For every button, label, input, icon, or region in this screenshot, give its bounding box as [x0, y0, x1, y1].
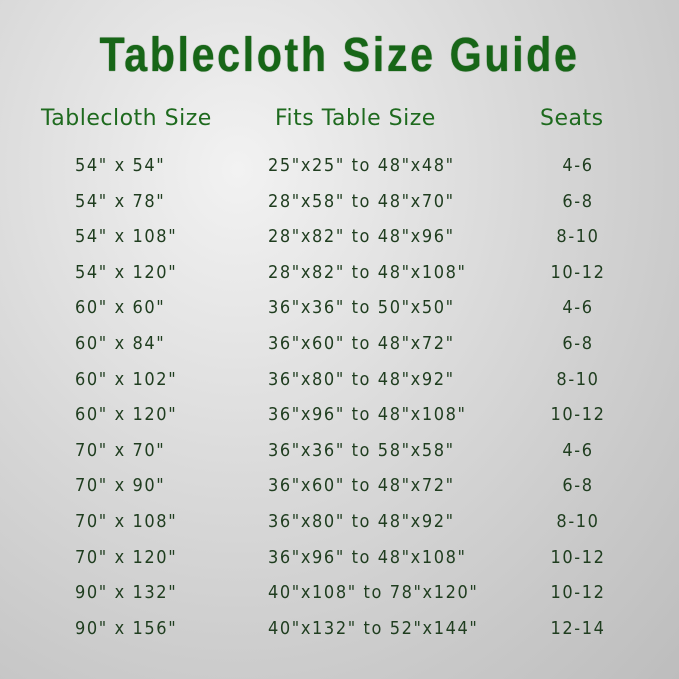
tablecloth-size-cell: 60" x 60": [75, 297, 166, 319]
table-row: 70" x 70" 36"x36" to 58"x58" 4-6: [0, 440, 679, 470]
tablecloth-size-cell: 90" x 132": [75, 582, 178, 604]
tablecloth-size-cell: 54" x 120": [75, 261, 178, 283]
tablecloth-size-cell: 70" x 120": [75, 546, 178, 568]
seats-cell: 6-8: [562, 475, 594, 497]
seats-cell: 4-6: [562, 297, 594, 319]
seats-cell: 6-8: [562, 190, 594, 212]
seats-cell: 6-8: [562, 333, 594, 354]
fits-table-size-cell: 36"x80" to 48"x92": [268, 368, 455, 390]
table-row: 54" x 54" 25"x25" to 48"x48" 4-6: [0, 155, 679, 185]
table-row: 70" x 90" 36"x60" to 48"x72" 6-8: [0, 475, 679, 505]
table-row: 70" x 120" 36"x96" to 48"x108" 10-12: [0, 547, 679, 577]
table-row: 90" x 156" 40"x132" to 52"x144" 12-14: [0, 618, 679, 648]
fits-table-size-cell: 28"x58" to 48"x70": [268, 190, 455, 212]
seats-cell: 10-12: [550, 546, 606, 568]
table-row: 90" x 132" 40"x108" to 78"x120" 10-12: [0, 582, 679, 612]
header-seats: Seats: [540, 106, 604, 131]
header-fits-table-size: Fits Table Size: [275, 106, 436, 131]
tablecloth-size-cell: 54" x 108": [75, 226, 178, 248]
fits-table-size-cell: 36"x96" to 48"x108": [268, 404, 467, 426]
tablecloth-size-cell: 60" x 84": [75, 333, 166, 354]
tablecloth-size-cell: 70" x 108": [75, 511, 178, 532]
fits-table-size-cell: 40"x108" to 78"x120": [268, 582, 479, 604]
tablecloth-size-cell: 54" x 78": [75, 190, 166, 212]
tablecloth-size-cell: 90" x 156": [75, 617, 178, 639]
fits-table-size-cell: 36"x60" to 48"x72": [268, 475, 455, 497]
table-row: 60" x 120" 36"x96" to 48"x108" 10-12: [0, 404, 679, 434]
fits-table-size-cell: 36"x36" to 50"x50": [268, 297, 455, 319]
seats-cell: 10-12: [550, 404, 606, 426]
tablecloth-size-cell: 70" x 90": [75, 475, 166, 497]
tablecloth-size-cell: 54" x 54": [75, 155, 166, 176]
tablecloth-size-cell: 60" x 120": [75, 404, 178, 426]
seats-cell: 10-12: [550, 582, 606, 604]
table-row: 70" x 108" 36"x80" to 48"x92" 8-10: [0, 511, 679, 541]
tablecloth-size-cell: 60" x 102": [75, 368, 178, 390]
table-row: 54" x 78" 28"x58" to 48"x70" 6-8: [0, 191, 679, 221]
fits-table-size-cell: 40"x132" to 52"x144": [268, 617, 479, 639]
fits-table-size-cell: 36"x96" to 48"x108": [268, 546, 467, 568]
seats-cell: 10-12: [550, 261, 606, 283]
seats-cell: 4-6: [562, 439, 594, 461]
table-row: 54" x 120" 28"x82" to 48"x108" 10-12: [0, 262, 679, 292]
seats-cell: 12-14: [550, 617, 606, 639]
fits-table-size-cell: 28"x82" to 48"x96": [268, 226, 455, 248]
table-row: 60" x 84" 36"x60" to 48"x72" 6-8: [0, 333, 679, 363]
fits-table-size-cell: 28"x82" to 48"x108": [268, 261, 467, 283]
seats-cell: 8-10: [556, 511, 600, 532]
seats-cell: 4-6: [562, 155, 594, 176]
fits-table-size-cell: 25"x25" to 48"x48": [268, 155, 455, 176]
table-row: 60" x 60" 36"x36" to 50"x50" 4-6: [0, 297, 679, 327]
seats-cell: 8-10: [556, 226, 600, 248]
fits-table-size-cell: 36"x36" to 58"x58": [268, 439, 455, 461]
header-tablecloth-size: Tablecloth Size: [41, 106, 212, 131]
fits-table-size-cell: 36"x60" to 48"x72": [268, 333, 455, 354]
page-title: Tablecloth Size Guide: [99, 29, 580, 82]
tablecloth-size-cell: 70" x 70": [75, 439, 166, 461]
seats-cell: 8-10: [556, 368, 600, 390]
table-row: 60" x 102" 36"x80" to 48"x92" 8-10: [0, 369, 679, 399]
table-row: 54" x 108" 28"x82" to 48"x96" 8-10: [0, 226, 679, 256]
fits-table-size-cell: 36"x80" to 48"x92": [268, 511, 455, 532]
